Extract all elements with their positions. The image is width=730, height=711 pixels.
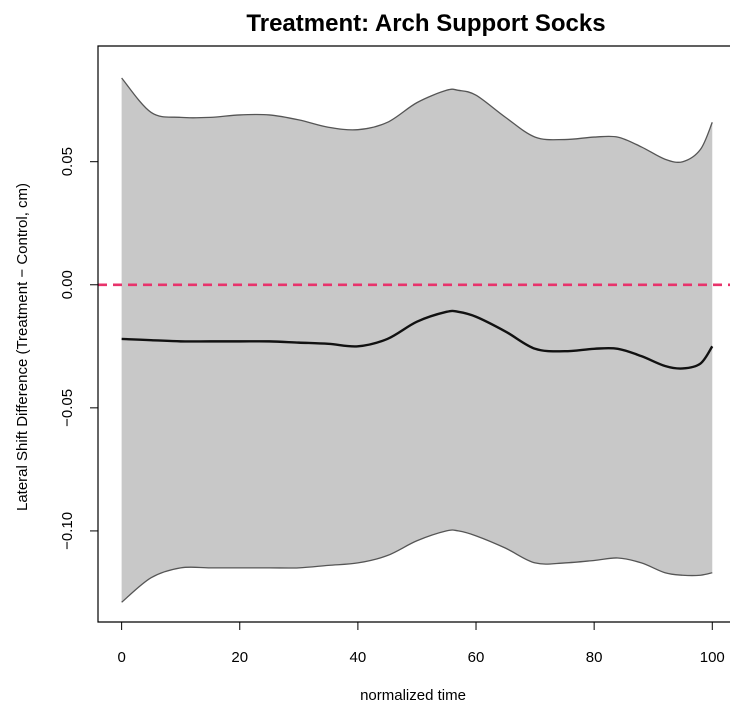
x-tick-label-20: 20	[231, 649, 248, 666]
upper-bound-line	[121, 77, 713, 163]
y-tick-label-1: −0.05	[59, 389, 76, 427]
x-axis-label: normalized time	[360, 687, 466, 704]
y-tick-label-3: 0.05	[59, 147, 76, 176]
y-axis-label: Lateral Shift Difference (Treatment − Co…	[14, 183, 31, 511]
x-tick-label-100: 100	[700, 649, 725, 666]
x-tick-label-0: 0	[117, 649, 125, 666]
confidence-band	[121, 78, 713, 603]
x-tick-label-80: 80	[586, 649, 603, 666]
chart-title: Treatment: Arch Support Socks	[246, 10, 605, 37]
plot-frame	[97, 45, 730, 623]
mean-difference-line	[121, 309, 714, 370]
x-tick-label-60: 60	[468, 649, 485, 666]
lower-bound-line	[121, 529, 713, 603]
y-tick-label-2: 0.00	[59, 270, 76, 299]
x-tick-label-40: 40	[350, 649, 367, 666]
plot-area: 0 20 40 60 80 100 −0.10 −0.05 0.00 0.05	[59, 45, 730, 666]
y-tick-label-0: −0.10	[59, 512, 76, 550]
